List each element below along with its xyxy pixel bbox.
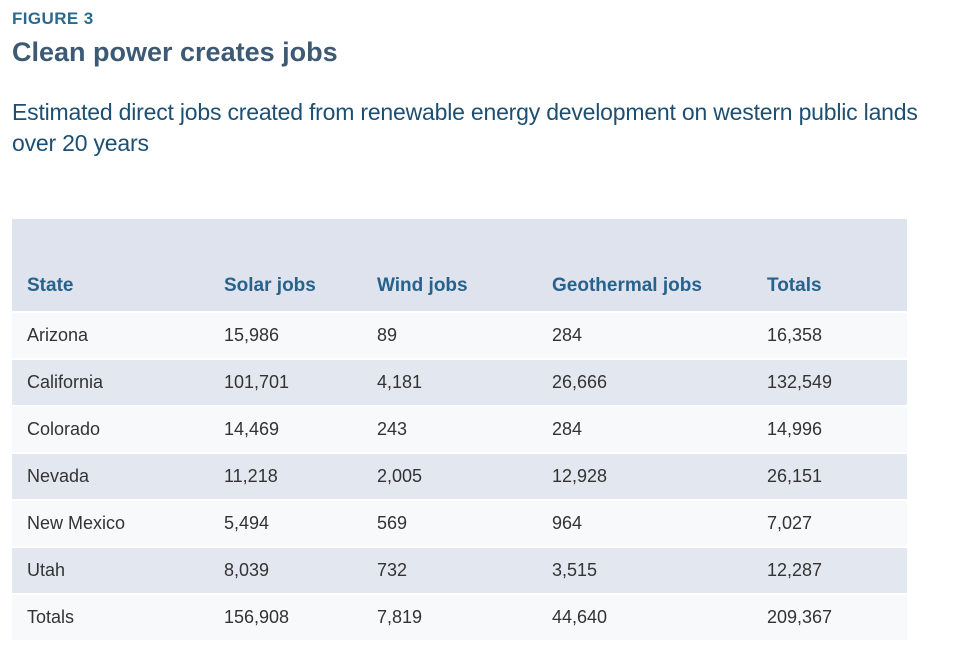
cell-wind-jobs: 89 — [377, 313, 552, 358]
cell-solar-jobs: 14,469 — [224, 407, 377, 452]
cell-total: 26,151 — [767, 454, 907, 499]
column-header-state: State — [12, 219, 224, 311]
cell-wind-jobs: 569 — [377, 501, 552, 546]
cell-state: New Mexico — [12, 501, 224, 546]
figure-subtitle: Estimated direct jobs created from renew… — [12, 99, 918, 156]
table-row-california: California 101,701 4,181 26,666 132,549 — [12, 360, 907, 405]
cell-wind-jobs: 2,005 — [377, 454, 552, 499]
cell-solar-jobs: 101,701 — [224, 360, 377, 405]
jobs-table: State Solar jobs Wind jobs Geothermal jo… — [12, 217, 907, 642]
table-row-totals: Totals 156,908 7,819 44,640 209,367 — [12, 595, 907, 640]
cell-solar-jobs: 11,218 — [224, 454, 377, 499]
cell-total: 12,287 — [767, 548, 907, 593]
column-header-wind-jobs: Wind jobs — [377, 219, 552, 311]
cell-state: Totals — [12, 595, 224, 640]
cell-solar-jobs: 15,986 — [224, 313, 377, 358]
figure-title: Clean power creates jobs — [12, 37, 338, 67]
figure-label: FIGURE 3 — [12, 9, 94, 28]
column-header-totals: Totals — [767, 219, 907, 311]
cell-wind-jobs: 243 — [377, 407, 552, 452]
cell-geothermal-jobs: 284 — [552, 407, 767, 452]
cell-geothermal-jobs: 44,640 — [552, 595, 767, 640]
cell-state: Nevada — [12, 454, 224, 499]
cell-solar-jobs: 156,908 — [224, 595, 377, 640]
cell-state: California — [12, 360, 224, 405]
cell-solar-jobs: 5,494 — [224, 501, 377, 546]
cell-state: Utah — [12, 548, 224, 593]
cell-total: 16,358 — [767, 313, 907, 358]
cell-geothermal-jobs: 12,928 — [552, 454, 767, 499]
cell-geothermal-jobs: 26,666 — [552, 360, 767, 405]
cell-total: 14,996 — [767, 407, 907, 452]
cell-geothermal-jobs: 284 — [552, 313, 767, 358]
table-row-new-mexico: New Mexico 5,494 569 964 7,027 — [12, 501, 907, 546]
cell-geothermal-jobs: 964 — [552, 501, 767, 546]
cell-wind-jobs: 7,819 — [377, 595, 552, 640]
cell-total: 209,367 — [767, 595, 907, 640]
table-row-utah: Utah 8,039 732 3,515 12,287 — [12, 548, 907, 593]
cell-wind-jobs: 732 — [377, 548, 552, 593]
cell-wind-jobs: 4,181 — [377, 360, 552, 405]
cell-solar-jobs: 8,039 — [224, 548, 377, 593]
table-row-colorado: Colorado 14,469 243 284 14,996 — [12, 407, 907, 452]
column-header-geothermal-jobs: Geothermal jobs — [552, 219, 767, 311]
table-header-row: State Solar jobs Wind jobs Geothermal jo… — [12, 219, 907, 311]
table-row-nevada: Nevada 11,218 2,005 12,928 26,151 — [12, 454, 907, 499]
cell-state: Colorado — [12, 407, 224, 452]
cell-state: Arizona — [12, 313, 224, 358]
column-header-solar-jobs: Solar jobs — [224, 219, 377, 311]
table-row-arizona: Arizona 15,986 89 284 16,358 — [12, 313, 907, 358]
cell-total: 132,549 — [767, 360, 907, 405]
cell-geothermal-jobs: 3,515 — [552, 548, 767, 593]
cell-total: 7,027 — [767, 501, 907, 546]
